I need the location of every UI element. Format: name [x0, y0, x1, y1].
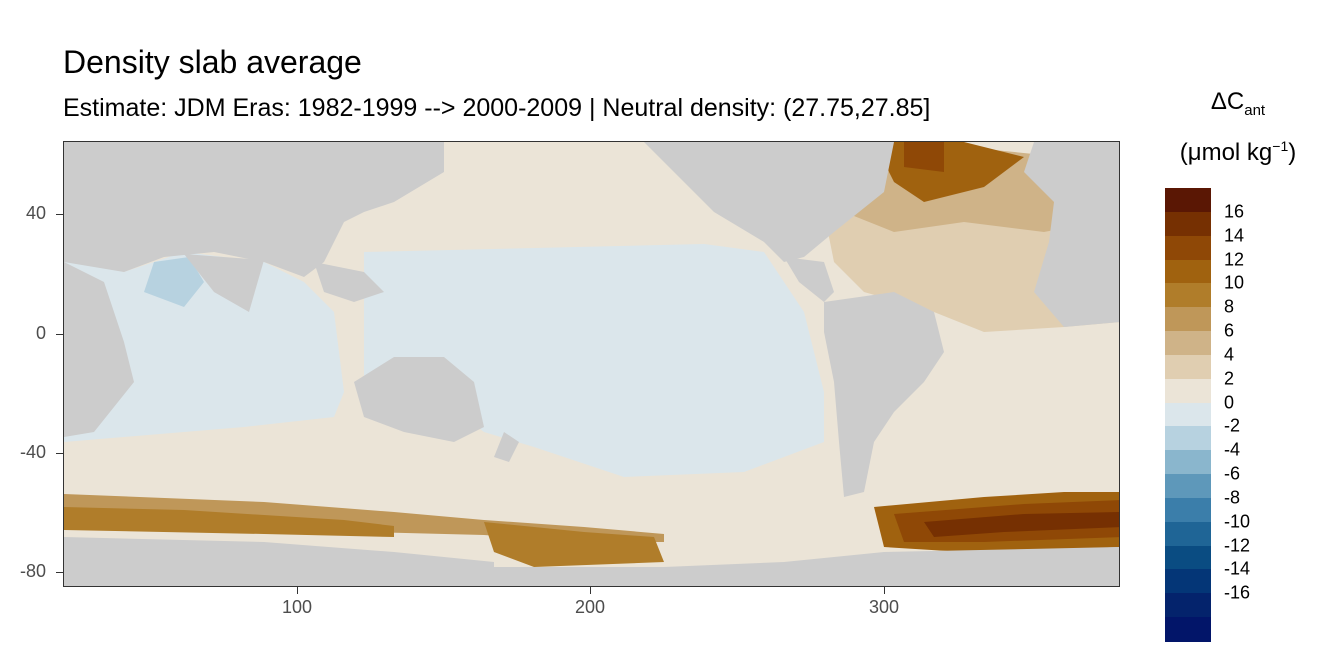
chart-subtitle: Estimate: JDM Eras: 1982-1999 --> 2000-2…	[63, 94, 931, 122]
y-tick-label: 0	[35, 323, 46, 343]
region-subpolar-lab	[904, 142, 944, 172]
legend-swatch	[1165, 331, 1211, 356]
land-north-america	[644, 142, 894, 262]
legend-swatch	[1165, 402, 1211, 428]
legend-unit-suffix: )	[1288, 139, 1297, 166]
legend-swatch	[1165, 235, 1211, 261]
land-antarctica-mid	[494, 552, 884, 586]
region-weddell-core	[924, 512, 1119, 537]
region-arabian-sea	[144, 257, 204, 307]
legend-unit-superscript: −1	[1272, 138, 1289, 154]
ocean-field	[64, 142, 1119, 567]
chart-title: Density slab average	[63, 44, 362, 80]
legend-tick-label: -2	[1224, 415, 1241, 436]
x-tickmark	[297, 587, 298, 594]
legend-unit-prefix: (μmol kg	[1179, 139, 1273, 166]
land-antarctica-east	[884, 547, 1119, 586]
x-tick-label: 200	[574, 597, 606, 617]
legend-title-subscript: ant	[1244, 101, 1266, 119]
x-tickmark	[884, 587, 885, 594]
map-panel	[63, 141, 1120, 587]
legend-swatch	[1165, 259, 1211, 284]
legend-colorbar	[1165, 188, 1211, 642]
legend-tick-label: 12	[1224, 249, 1245, 270]
legend-swatch	[1165, 450, 1211, 475]
legend-swatch	[1165, 188, 1211, 213]
legend-tick-label: 8	[1224, 296, 1235, 317]
region-indian-ocean	[64, 252, 344, 442]
legend-swatch	[1165, 211, 1211, 237]
land-india	[184, 254, 264, 312]
land-masses	[64, 142, 1119, 586]
legend-swatch	[1165, 545, 1211, 571]
land-new-zealand	[494, 432, 519, 462]
legend-swatch	[1165, 497, 1211, 523]
land-antarctica-west	[64, 537, 494, 586]
legend-tick-label: -16	[1224, 582, 1251, 603]
legend-tick-label: 0	[1224, 392, 1235, 413]
legend-title-quantity: ΔCant	[1158, 88, 1318, 119]
y-tickmark	[56, 453, 63, 454]
legend-swatch	[1165, 354, 1211, 380]
y-tick-label: 40	[25, 203, 46, 223]
x-tick-label: 300	[868, 597, 900, 617]
y-tickmark	[56, 334, 63, 335]
legend-tick-label: 10	[1224, 272, 1245, 293]
legend-swatch	[1165, 426, 1211, 451]
legend-tick-label: -14	[1224, 558, 1251, 579]
map-svg	[64, 142, 1119, 586]
land-south-america	[824, 292, 944, 497]
legend-tick-label: 2	[1224, 368, 1235, 389]
land-southeast-asia	[314, 262, 384, 302]
x-tickmark	[590, 587, 591, 594]
legend-tick-label: -6	[1224, 463, 1241, 484]
land-central-america	[784, 257, 834, 302]
y-tickmark	[56, 572, 63, 573]
legend-tick-label: -10	[1224, 511, 1251, 532]
land-africa-east	[64, 262, 134, 437]
region-indian-antarctic-band	[64, 507, 394, 537]
land-eurasia-africa-north	[64, 142, 444, 277]
legend-swatch	[1165, 474, 1211, 499]
region-ross-sea	[484, 522, 664, 567]
legend-swatch	[1165, 378, 1211, 404]
land-europe-africa-atlantic-side	[1024, 142, 1119, 327]
legend-swatch	[1165, 307, 1211, 332]
legend-title-main: ΔC	[1210, 88, 1245, 115]
legend-tick-label: 14	[1224, 225, 1245, 246]
y-tick-label: -40	[19, 442, 46, 462]
legend-tick-label: -4	[1224, 439, 1241, 460]
legend-title-unit: (μmol kg−1)	[1158, 138, 1318, 167]
y-tickmark	[56, 214, 63, 215]
legend-tick-label: -12	[1224, 535, 1251, 556]
legend-tick-label: 6	[1224, 320, 1235, 341]
legend-swatch	[1165, 593, 1211, 618]
legend-swatch	[1165, 617, 1211, 642]
y-tick-label: -80	[19, 561, 46, 581]
legend-swatch	[1165, 283, 1211, 308]
legend-tick-label: 4	[1224, 344, 1235, 365]
x-tick-label: 100	[281, 597, 313, 617]
legend-swatch	[1165, 569, 1211, 594]
land-australia	[354, 357, 484, 442]
legend-swatch	[1165, 521, 1211, 547]
legend-tick-label: 16	[1224, 201, 1245, 222]
legend-tick-label: -8	[1224, 487, 1241, 508]
